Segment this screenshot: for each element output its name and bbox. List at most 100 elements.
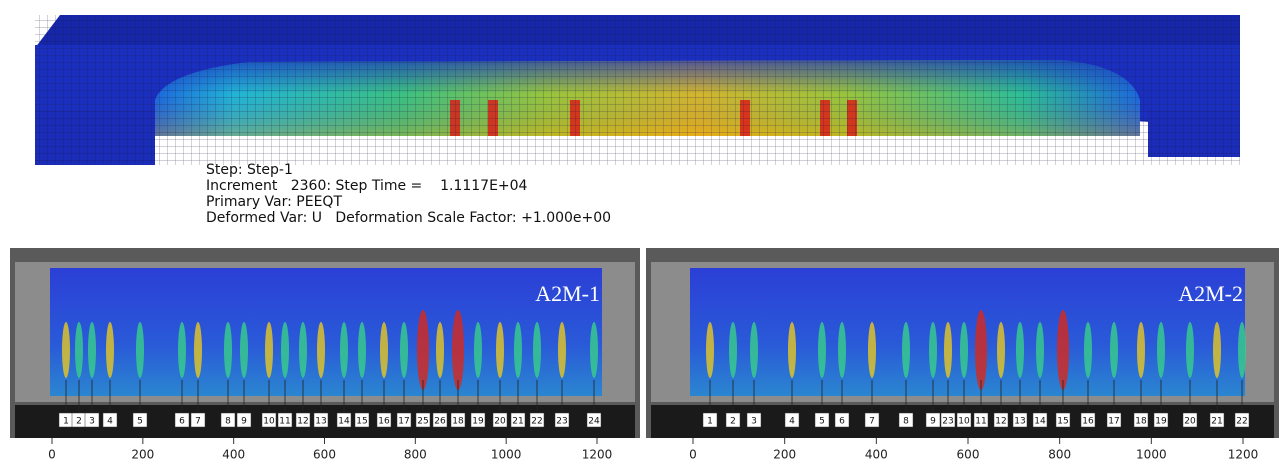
strain-band [496,322,504,378]
strain-band [533,322,541,378]
strain-band [62,322,70,378]
strain-band [178,322,186,378]
strain-band [299,322,307,378]
axis-tick-label: 800 [404,448,427,462]
crack-label: 15 [1057,417,1068,427]
strain-band [788,322,796,378]
strain-band [514,322,522,378]
strain-band [265,322,273,378]
crack-label: 21 [512,417,523,427]
axis-tick-label: 800 [1048,448,1071,462]
primary-var-text: Primary Var: PEEQT [206,194,342,210]
crack-label: 11 [279,417,290,427]
crack-label: 16 [378,417,390,427]
axis-tick-label: 600 [957,448,980,462]
crack-label: 17 [398,417,409,427]
strain-band [1157,322,1165,378]
axis-tick-label: 1000 [1136,448,1167,462]
strain-band [317,322,325,378]
strain-band [88,322,96,378]
crack-label: 6 [839,417,845,427]
strain-band [944,322,952,378]
strain-band [818,322,826,378]
figure: Step: Step-1 Increment 2360: Step Time =… [0,0,1279,464]
strain-band [706,322,714,378]
crack-label: 20 [494,417,506,427]
crack-label: 14 [338,417,350,427]
crack-label: 4 [789,417,795,427]
crack-label: 3 [751,417,757,427]
axis-tick-label: 200 [131,448,154,462]
crack-label: 24 [588,417,600,427]
crack-label: 8 [225,417,231,427]
crack-label: 10 [263,417,275,427]
crack-label: 16 [1082,417,1094,427]
crack-label: 18 [452,417,464,427]
strain-band [474,322,482,378]
strain-band [417,310,429,390]
crack-label: 5 [819,417,825,427]
specimen-label: A2M-2 [1178,281,1243,306]
crack-label: 12 [297,417,308,427]
strain-band [240,322,248,378]
crack-label: 13 [1014,417,1025,427]
crack-label: 5 [137,417,143,427]
crack-label: 22 [1236,417,1247,427]
crack-label: 25 [417,417,428,427]
axis-tick-label: 400 [222,448,245,462]
strain-band [1016,322,1024,378]
crack-label: 4 [107,417,113,427]
crack-label: 9 [930,417,936,427]
axis-tick-label: 400 [865,448,888,462]
strain-band [1137,322,1145,378]
crack-label: 8 [903,417,909,427]
strain-band [960,322,968,378]
axis-tick-label: 200 [773,448,796,462]
strain-band [868,322,876,378]
strain-band [929,322,937,378]
strain-band [380,322,388,378]
strain-band [106,322,114,378]
axis-tick-label: 600 [313,448,336,462]
crack-label: 17 [1108,417,1119,427]
dic-panel: 1234567891011121314151617252618192021222… [10,248,640,462]
crack-label: 22 [531,417,542,427]
crack-label: 7 [869,417,875,427]
axis-tick-label: 1200 [1228,448,1259,462]
crack-label: 19 [472,417,484,427]
crack-label: 3 [89,417,95,427]
crack-label: 11 [975,417,986,427]
strain-band [194,322,202,378]
strain-band [281,322,289,378]
strain-band [1110,322,1118,378]
crack-label: 12 [995,417,1006,427]
crack-label: 15 [356,417,367,427]
strain-band [1084,322,1092,378]
strain-band [902,322,910,378]
strain-band [452,310,464,390]
strain-band [340,322,348,378]
crack-label: 1 [63,417,69,427]
strain-band [75,322,83,378]
strain-band [136,322,144,378]
strain-band [997,322,1005,378]
crack-label: 21 [1211,417,1222,427]
strain-band [436,322,444,378]
strain-band [1186,322,1194,378]
crack-label: 23 [942,417,953,427]
axis-tick-label: 0 [689,448,697,462]
axis-tick-label: 1200 [582,448,613,462]
crack-label: 2 [730,417,736,427]
crack-label: 2 [76,417,82,427]
crack-label: 10 [958,417,970,427]
strain-band [1238,322,1246,378]
crack-label: 18 [1135,417,1147,427]
increment-text: Increment 2360: Step Time = 1.1117E+04 [206,178,528,194]
fe-model [35,15,1240,165]
crack-label: 9 [241,417,247,427]
crack-label: 7 [195,417,201,427]
mesh [35,15,1240,165]
strain-band [838,322,846,378]
